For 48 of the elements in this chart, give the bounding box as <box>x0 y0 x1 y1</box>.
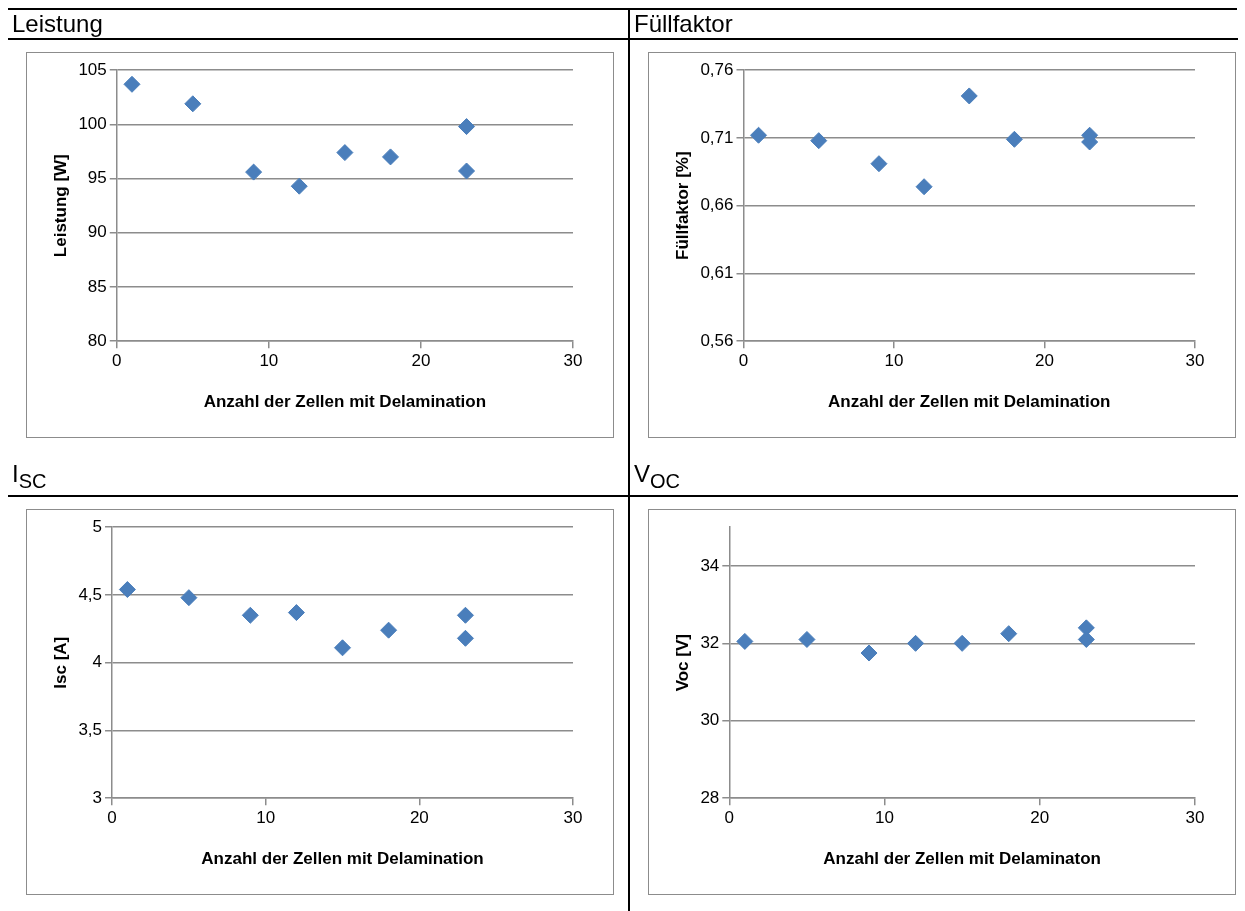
x-tick-label: 20 <box>1035 351 1054 371</box>
y-axis-title: Isc [A] <box>50 636 70 689</box>
y-tick-label: 0,66 <box>700 195 734 215</box>
x-tick-label: 0 <box>107 807 117 827</box>
y-tick-label: 4,5 <box>78 584 103 604</box>
y-tick-label: 3,5 <box>78 719 103 739</box>
y-tick-label: 0,56 <box>700 330 734 350</box>
chart-title: Füllfaktor <box>630 10 1238 40</box>
chart-title: V$_{OC}$ <box>630 460 1238 497</box>
x-tick-label: 0 <box>738 351 749 371</box>
y-tick-label: 5 <box>92 516 103 536</box>
x-tick-label: 20 <box>1030 807 1050 827</box>
x-axis-title: Anzahl der Zellen mit Delamination <box>203 392 487 412</box>
x-tick-label: 10 <box>256 807 276 827</box>
x-axis-title: Anzahl der Zellen mit Delaminaton <box>823 849 1102 869</box>
x-tick-label: 30 <box>563 807 583 827</box>
y-tick-label: 4 <box>92 652 103 672</box>
y-tick-label: 0,61 <box>700 263 734 283</box>
x-tick-label: 30 <box>1185 807 1205 827</box>
y-axis-title: Leistung [W] <box>50 154 70 258</box>
y-axis-title: Voc [V] <box>672 633 692 692</box>
x-tick-label: 10 <box>875 807 894 827</box>
x-tick-label: 10 <box>259 351 279 371</box>
y-tick-label: 28 <box>700 787 720 807</box>
y-tick-label: 0,71 <box>700 127 734 147</box>
x-axis-title: Anzahl der Zellen mit Delamination <box>201 849 484 869</box>
chart-title: I$_{SC}$ <box>8 460 628 497</box>
chart-title: Leistung <box>8 10 628 40</box>
y-tick-label: 90 <box>87 222 107 242</box>
x-axis-title: Anzahl der Zellen mit Delamination <box>828 392 1111 412</box>
x-tick-label: 10 <box>884 351 904 371</box>
x-tick-label: 30 <box>1185 351 1205 371</box>
y-tick-label: 100 <box>78 114 107 134</box>
x-tick-label: 20 <box>409 807 429 827</box>
y-tick-label: 80 <box>87 330 107 350</box>
y-tick-label: 105 <box>78 59 107 79</box>
x-tick-label: 0 <box>112 351 122 371</box>
x-tick-label: 30 <box>563 351 583 371</box>
y-tick-label: 95 <box>87 168 107 188</box>
y-tick-label: 34 <box>700 555 720 575</box>
y-tick-label: 85 <box>87 276 107 296</box>
x-tick-label: 0 <box>724 807 735 827</box>
y-tick-label: 0,76 <box>700 59 734 79</box>
x-tick-label: 20 <box>411 351 431 371</box>
y-tick-label: 30 <box>700 710 720 730</box>
y-axis-title: Füllfaktor [%] <box>672 151 692 260</box>
y-tick-label: 3 <box>92 787 103 807</box>
y-tick-label: 32 <box>700 632 720 652</box>
